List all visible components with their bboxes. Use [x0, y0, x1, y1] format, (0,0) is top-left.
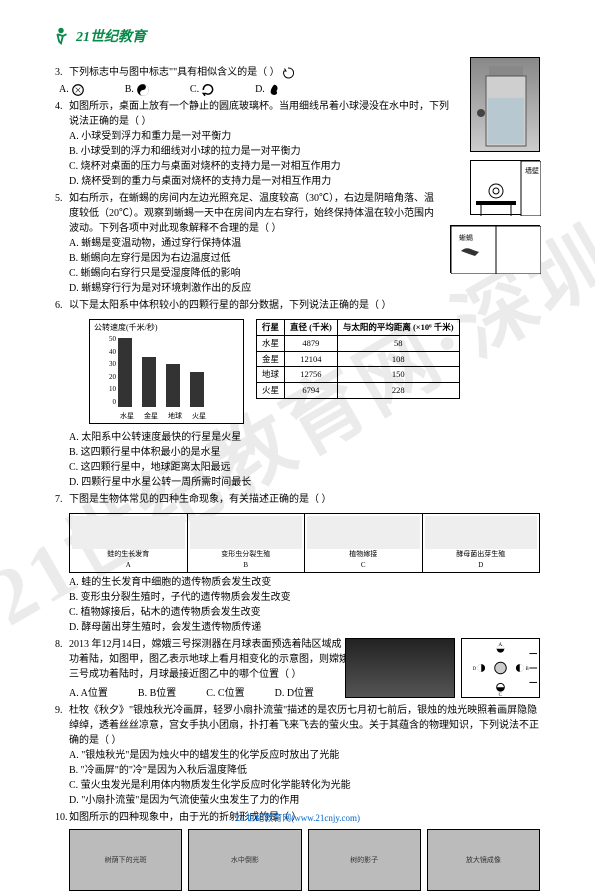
moon-photo	[345, 638, 455, 698]
q7-text: 下图是生物体常见的四种生命现象，有关描述正确的是（ ）	[69, 492, 540, 507]
table-row: 地球12756150	[257, 367, 460, 383]
q4-text: 如图所示，桌面上放有一个静止的圆底玻璃杯。当用细线吊着小球浸没在水中时，下列说法…	[69, 99, 455, 129]
th-diameter: 直径 (千米)	[285, 320, 338, 336]
svg-text:C: C	[499, 693, 502, 697]
q3-opt-d: D.	[255, 82, 281, 97]
svg-text:蜥蜴: 蜥蜴	[459, 233, 473, 242]
q7-opt-a: A. 蛙的生长发育中细胞的遗传物质会发生改变	[69, 575, 540, 590]
yinyang-icon	[136, 83, 150, 97]
q5-opt-a: A. 蜥蜴是变温动物，通过穿行保持体温	[69, 236, 435, 251]
svg-text:B: B	[526, 667, 529, 672]
q9-opt-d: D. "小扇扑流萤"是因为气流使萤火虫发生了力的作用	[69, 793, 540, 808]
q3-number: 3.	[55, 65, 69, 80]
planet-table: 行星 直径 (千米) 与太阳的平均距离 (×10⁶ 千米) 水星487958金星…	[256, 319, 460, 399]
q8-opt-d: D. D位置	[275, 686, 314, 701]
question-5: 5. 如右所示，在蜥蜴的房间内左边光照充足、温度较高（30℃），右边是阴暗角落、…	[55, 191, 435, 296]
wall-figure: 墙壁	[470, 160, 540, 215]
q8-text: 2013 年12月14日，嫦娥三号探测器在月球表面预选着陆区域成功着陆，如图甲，…	[69, 637, 349, 682]
chart-xaxis: 水星金星地球火星	[118, 411, 239, 422]
q6-opt-b: B. 这四颗行星中体积最小的是水星	[69, 445, 540, 460]
chart-title: 公转速度(千米/秒)	[94, 322, 158, 334]
q8-opt-c: C. C位置	[206, 686, 244, 701]
bio-d-label: 酵母菌出芽生殖	[456, 549, 505, 560]
gecko-figure: 蜥蜴	[450, 225, 540, 273]
th-planet: 行星	[257, 320, 285, 336]
logo-text: 21世纪教育	[76, 26, 146, 46]
table-row: 金星12104108	[257, 351, 460, 367]
q9-opt-c: C. 萤火虫发光是利用体内物质发生化学反应时化学能转化为光能	[69, 778, 540, 793]
question-6: 6. 以下是太阳系中体积较小的四颗行星的部分数据，下列说法正确的是（ ） 公转速…	[55, 298, 540, 490]
q10-img-d: 放大镜成像	[427, 829, 540, 891]
q3-text: 下列标志中与图中标志""具有相似含义的是（ ）	[69, 67, 280, 78]
table-row: 水星487958	[257, 335, 460, 351]
q4-opt-a: A. 小球受到浮力和重力是一对平衡力	[69, 129, 455, 144]
svg-text:A: A	[499, 643, 503, 648]
question-4: 4. 如图所示，桌面上放有一个静止的圆底玻璃杯。当用细线吊着小球浸没在水中时，下…	[55, 99, 455, 189]
bar	[118, 338, 132, 407]
q8-opt-a: A. A位置	[69, 686, 108, 701]
q5-opt-b: B. 蜥蜴向左穿行是因为右边温度过低	[69, 251, 435, 266]
q5-opt-c: C. 蜥蜴向右穿行只是受湿度降低的影响	[69, 266, 435, 281]
q9-number: 9.	[55, 703, 69, 718]
brand-logo: 21世纪教育	[50, 25, 146, 47]
recycle-c-icon	[201, 83, 215, 97]
question-7: 7. 下图是生物体常见的四种生命现象，有关描述正确的是（ ） 蛙的生长发育A 变…	[55, 492, 540, 635]
runner-icon	[50, 25, 72, 47]
q6-text: 以下是太阳系中体积较小的四颗行星的部分数据，下列说法正确的是（ ）	[69, 298, 540, 313]
recycle-a-icon	[71, 83, 85, 97]
recycle-d-icon	[267, 83, 281, 97]
q3-opt-c: C.	[190, 82, 215, 97]
q7-opt-c: C. 植物嫁接后，砧木的遗传物质会发生改变	[69, 605, 540, 620]
wall-label: 墙壁	[525, 166, 539, 175]
q7-number: 7.	[55, 492, 69, 507]
q9-opt-b: B. "冷画屏"的"冷"是因为入秋后温度降低	[69, 763, 540, 778]
q4-opt-c: C. 烧杯对桌面的压力与桌面对烧杯的支持力是一对相互作用力	[69, 159, 455, 174]
q9-opt-a: A. "银烛秋光"是因为烛火中的蜡发生的化学反应时放出了光能	[69, 748, 540, 763]
question-8: 8. 2013 年12月14日，嫦娥三号探测器在月球表面预选着陆区域成功着陆，如…	[55, 637, 540, 701]
bio-a-label: 蛙的生长发育	[107, 549, 149, 560]
chart-yaxis: 50403020100	[94, 334, 116, 407]
q5-opt-d: D. 蜥蜴穿行行为是对环境刺激作出的反应	[69, 281, 435, 296]
q4-number: 4.	[55, 99, 69, 114]
bio-b-label: 变形虫分裂生殖	[221, 549, 270, 560]
moon-phase-diagram: A B C D	[461, 638, 540, 698]
q3-opt-a: A.	[59, 82, 85, 97]
bar	[142, 357, 156, 407]
q5-number: 5.	[55, 191, 69, 206]
page-footer: 21 世纪教育网(www.21cnjy.com)	[0, 811, 595, 824]
q8-opt-b: B. B位置	[138, 686, 176, 701]
svg-text:D: D	[473, 667, 477, 672]
q7-opt-b: B. 变形虫分裂生殖时，子代的遗传物质会发生改变	[69, 590, 540, 605]
q9-text: 杜牧《秋夕》"银烛秋光冷画屏，轻罗小扇扑流萤"描述的是农历七月初七前后，银烛的烛…	[69, 703, 540, 748]
q7-opt-d: D. 酵母菌出芽生殖时，会发生遗传物质传递	[69, 620, 540, 635]
q6-opt-a: A. 太阳系中公转速度最快的行星是火星	[69, 430, 540, 445]
page-content: 墙壁 蜥蜴 3. 下列标志中与图中标志""具有相似含义的是（ ） A. B. C…	[55, 65, 540, 893]
q6-opt-c: C. 这四颗行星中，地球距离太阳最远	[69, 460, 540, 475]
q10-img-b: 水中倒影	[188, 829, 301, 891]
bio-c-label: 植物嫁接	[349, 549, 377, 560]
q6-number: 6.	[55, 298, 69, 313]
table-row: 火星6794228	[257, 383, 460, 399]
bio-strip: 蛙的生长发育A 变形虫分裂生殖B 植物嫁接C 酵母菌出芽生殖D	[69, 513, 540, 573]
th-distance: 与太阳的平均距离 (×10⁶ 千米)	[337, 320, 459, 336]
q5-text: 如右所示，在蜥蜴的房间内左边光照充足、温度较高（30℃），右边是阴暗角落、温度较…	[69, 191, 435, 236]
q4-opt-d: D. 烧杯受到的重力与桌面对烧杯的支持力是一对相互作用力	[69, 174, 455, 189]
jar-figure	[470, 57, 540, 152]
q8-number: 8.	[55, 637, 69, 652]
bar	[166, 364, 180, 407]
q10-img-c: 树的影子	[308, 829, 421, 891]
q10-img-a: 树荫下的光斑	[69, 829, 182, 891]
q6-opt-d: D. 四颗行星中水星公转一周所需时间最长	[69, 475, 540, 490]
question-3: 3. 下列标志中与图中标志""具有相似含义的是（ ） A. B. C. D.	[55, 65, 540, 97]
question-9: 9. 杜牧《秋夕》"银烛秋光冷画屏，轻罗小扇扑流萤"描述的是农历七月初七前后，银…	[55, 703, 540, 808]
bar	[190, 372, 204, 407]
recycle-icon	[282, 67, 294, 79]
bar-chart: 公转速度(千米/秒) 50403020100 水星金星地球火星	[89, 319, 244, 424]
q3-opt-b: B.	[125, 82, 150, 97]
q4-opt-b: B. 小球受到的浮力和细线对小球的拉力是一对平衡力	[69, 144, 455, 159]
